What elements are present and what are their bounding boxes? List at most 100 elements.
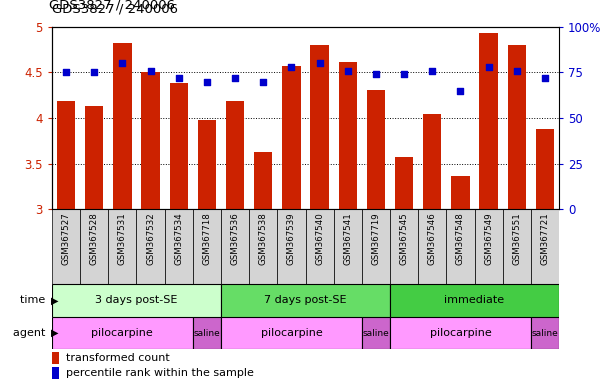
Bar: [254, 152, 273, 209]
Point: [315, 60, 324, 66]
Text: saline: saline: [194, 329, 221, 338]
Bar: [52, 317, 193, 349]
Text: GSM367719: GSM367719: [371, 212, 381, 265]
Text: pilocarpine: pilocarpine: [260, 328, 322, 338]
Text: GSM367551: GSM367551: [512, 212, 521, 265]
Text: GSM367527: GSM367527: [62, 212, 70, 265]
Bar: [198, 120, 216, 209]
Bar: [475, 209, 503, 284]
Bar: [170, 83, 188, 209]
Bar: [536, 129, 554, 209]
Text: 3 days post-SE: 3 days post-SE: [95, 295, 178, 306]
Bar: [52, 352, 59, 364]
Text: GSM367531: GSM367531: [118, 212, 127, 265]
Text: ▶: ▶: [51, 328, 59, 338]
Point: [371, 71, 381, 77]
Text: GSM367528: GSM367528: [90, 212, 99, 265]
Text: transformed count: transformed count: [65, 353, 169, 363]
Bar: [221, 284, 390, 317]
Text: GSM367718: GSM367718: [202, 212, 211, 265]
Bar: [108, 209, 136, 284]
Bar: [164, 209, 193, 284]
Bar: [362, 209, 390, 284]
Bar: [226, 101, 244, 209]
Bar: [85, 106, 103, 209]
Point: [484, 64, 494, 70]
Bar: [221, 209, 249, 284]
Text: GDS3827 / 240006: GDS3827 / 240006: [52, 3, 178, 16]
Point: [540, 75, 550, 81]
Text: percentile rank within the sample: percentile rank within the sample: [65, 368, 254, 378]
Bar: [141, 71, 159, 209]
Text: pilocarpine: pilocarpine: [92, 328, 153, 338]
Bar: [334, 209, 362, 284]
Point: [202, 78, 212, 84]
Text: GSM367548: GSM367548: [456, 212, 465, 265]
Text: time: time: [20, 295, 49, 306]
Text: immediate: immediate: [444, 295, 505, 306]
Text: GSM367540: GSM367540: [315, 212, 324, 265]
Text: GSM367536: GSM367536: [230, 212, 240, 265]
Bar: [447, 209, 475, 284]
Bar: [423, 114, 441, 209]
Bar: [390, 317, 531, 349]
Text: GSM367539: GSM367539: [287, 212, 296, 265]
Text: GSM367541: GSM367541: [343, 212, 353, 265]
Bar: [57, 101, 75, 209]
Point: [512, 68, 522, 74]
Text: GSM367538: GSM367538: [258, 212, 268, 265]
Point: [117, 60, 127, 66]
Bar: [418, 209, 447, 284]
Bar: [282, 66, 301, 209]
Point: [343, 68, 353, 74]
Text: GSM367545: GSM367545: [400, 212, 409, 265]
Bar: [113, 43, 131, 209]
Text: pilocarpine: pilocarpine: [430, 328, 491, 338]
Bar: [338, 63, 357, 209]
Bar: [531, 317, 559, 349]
Bar: [249, 209, 277, 284]
Bar: [193, 317, 221, 349]
Text: GSM367721: GSM367721: [541, 212, 549, 265]
Bar: [80, 209, 108, 284]
Bar: [508, 45, 526, 209]
Bar: [503, 209, 531, 284]
Point: [399, 71, 409, 77]
Text: 7 days post-SE: 7 days post-SE: [264, 295, 347, 306]
Point: [428, 68, 437, 74]
Text: saline: saline: [362, 329, 389, 338]
Bar: [52, 284, 221, 317]
Point: [145, 68, 155, 74]
Text: agent: agent: [13, 328, 49, 338]
Point: [258, 78, 268, 84]
Bar: [480, 33, 498, 209]
Bar: [52, 209, 80, 284]
Bar: [310, 45, 329, 209]
Bar: [277, 209, 306, 284]
Bar: [136, 209, 164, 284]
Point: [89, 70, 99, 76]
Point: [174, 75, 184, 81]
Text: ▶: ▶: [51, 295, 59, 306]
Bar: [452, 175, 470, 209]
Point: [230, 75, 240, 81]
Text: GSM367549: GSM367549: [484, 212, 493, 265]
Bar: [362, 317, 390, 349]
Bar: [531, 209, 559, 284]
Bar: [390, 284, 559, 317]
Bar: [367, 90, 385, 209]
Bar: [221, 317, 362, 349]
Point: [456, 88, 466, 94]
Text: GSM367546: GSM367546: [428, 212, 437, 265]
Bar: [395, 157, 413, 209]
Bar: [52, 367, 59, 379]
Bar: [390, 209, 418, 284]
Point: [61, 70, 71, 76]
Text: GSM367534: GSM367534: [174, 212, 183, 265]
Text: saline: saline: [532, 329, 558, 338]
Text: GDS3827 / 240006: GDS3827 / 240006: [49, 0, 175, 12]
Bar: [306, 209, 334, 284]
Point: [287, 64, 296, 70]
Text: GSM367532: GSM367532: [146, 212, 155, 265]
Bar: [193, 209, 221, 284]
